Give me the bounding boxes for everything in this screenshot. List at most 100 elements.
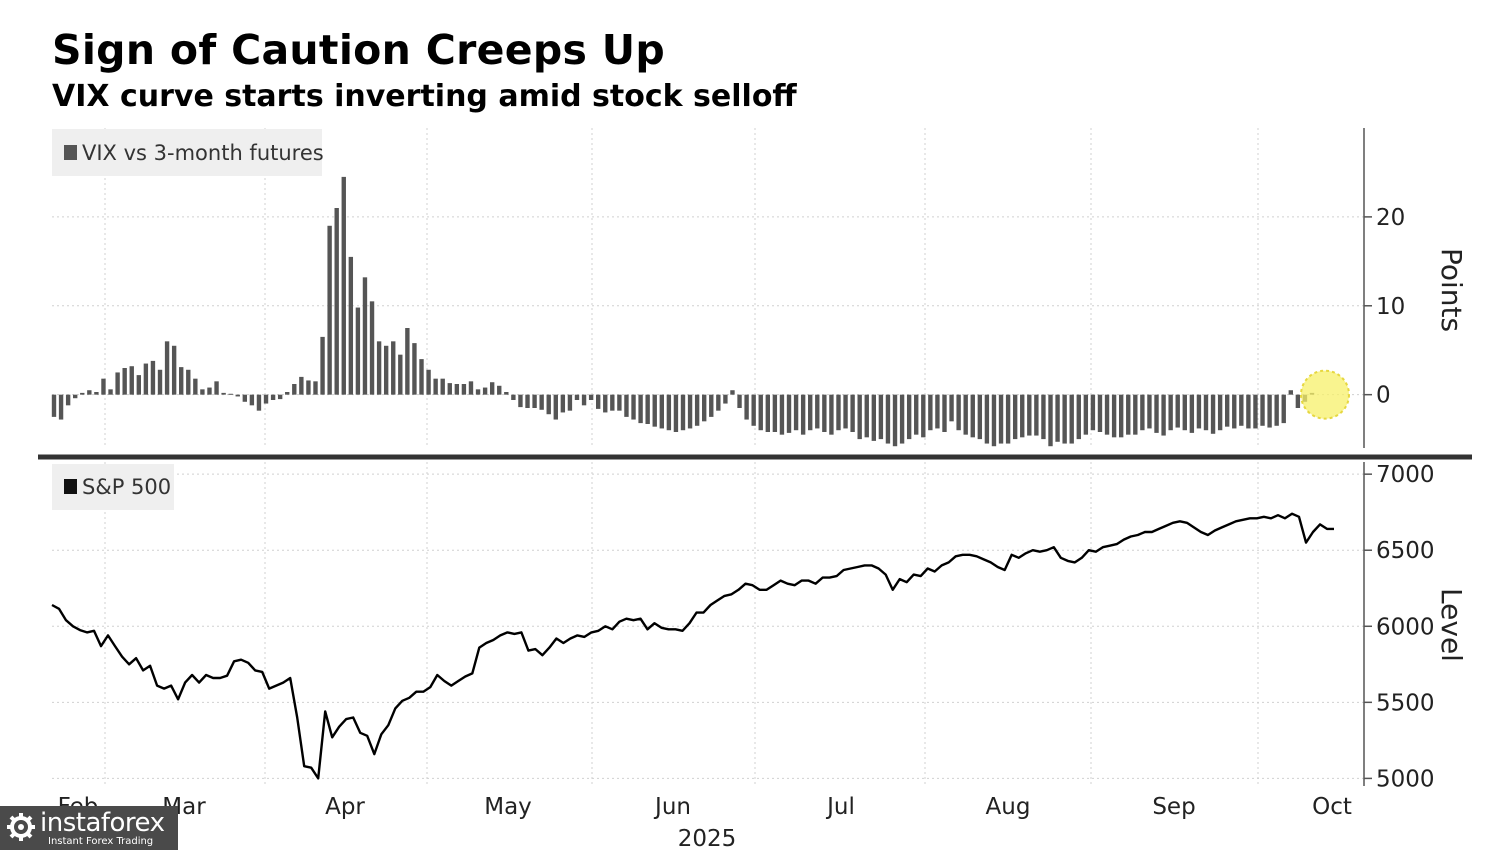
vix-bar xyxy=(249,394,255,406)
vix-bar xyxy=(454,384,460,395)
vix-legend-label: VIX vs 3-month futures xyxy=(82,141,324,165)
spx-legend-label: S&P 500 xyxy=(82,475,171,499)
vix-bar xyxy=(998,394,1004,444)
vix-bar xyxy=(419,359,424,395)
vix-bar xyxy=(447,383,452,395)
vix-bar xyxy=(1041,394,1046,440)
vix-bar xyxy=(1118,394,1124,438)
vix-bar xyxy=(574,394,580,400)
vix-bar xyxy=(157,369,163,395)
vix-bar xyxy=(956,394,961,431)
vix-bar xyxy=(857,394,862,440)
vix-bar xyxy=(603,394,608,413)
vix-bar xyxy=(1239,394,1244,426)
vix-bar xyxy=(179,367,184,395)
vix-bar xyxy=(723,394,728,404)
vix-bar xyxy=(765,394,770,432)
vix-bar xyxy=(398,354,403,395)
vix-bar xyxy=(369,301,375,395)
vix-bar xyxy=(518,394,523,408)
vix-bar xyxy=(588,394,594,400)
vix-bar xyxy=(666,394,672,431)
spx-y-axis-title: Level xyxy=(1435,588,1468,662)
vix-bar xyxy=(878,394,884,440)
vix-bar xyxy=(836,394,841,431)
vix-bar xyxy=(553,394,558,420)
vix-bar xyxy=(65,394,71,406)
spx-panel: S&P 500 5000 5500 6000 6500 7000 Level xyxy=(51,462,1468,792)
vix-bar xyxy=(207,387,212,395)
vix-bar xyxy=(645,394,650,424)
vix-bar xyxy=(200,389,205,395)
vix-bar xyxy=(921,394,926,438)
vix-bar xyxy=(1217,394,1223,431)
month-label-apr: Apr xyxy=(325,794,365,820)
vix-bar xyxy=(567,394,573,411)
vix-bar xyxy=(793,394,799,431)
vix-bar xyxy=(624,394,629,417)
vix-bar xyxy=(525,394,530,408)
vix-bar xyxy=(914,394,919,435)
vix-bar xyxy=(94,392,99,395)
vix-bar xyxy=(292,384,297,395)
vix-bar xyxy=(1147,394,1152,429)
vix-bar xyxy=(709,394,714,417)
vix-bar xyxy=(1295,394,1301,408)
vix-bar xyxy=(610,394,615,411)
vix-bar xyxy=(1288,390,1293,395)
vix-bar xyxy=(1097,394,1103,432)
vix-bar xyxy=(171,345,177,395)
vix-bar xyxy=(334,208,339,395)
vix-bar xyxy=(1182,394,1187,431)
vix-bar xyxy=(1133,394,1138,435)
vix-bar xyxy=(313,381,318,395)
vix-bar xyxy=(680,394,686,431)
spx-tick-label: 7000 xyxy=(1376,462,1435,488)
spx-grid xyxy=(52,462,1364,786)
vix-bar xyxy=(1005,394,1011,444)
vix-y-axis-title: Points xyxy=(1435,248,1468,332)
vix-panel: VIX vs 3-month futures 0 10 20 Points xyxy=(51,128,1468,448)
vix-bar xyxy=(1126,394,1131,435)
x-axis-year: 2025 xyxy=(678,826,737,850)
vix-bar xyxy=(504,392,509,395)
vix-bar xyxy=(122,368,127,395)
vix-bar xyxy=(186,369,191,395)
vix-bar xyxy=(150,360,156,395)
chart-subtitle: VIX curve starts inverting amid stock se… xyxy=(52,79,797,114)
vix-bar xyxy=(949,394,954,422)
vix-bar xyxy=(1012,394,1018,440)
vix-bar xyxy=(977,394,983,440)
vix-bar xyxy=(892,394,898,447)
vix-bar xyxy=(355,307,361,395)
vix-bar xyxy=(285,392,290,395)
vix-bar xyxy=(306,380,311,395)
vix-bar xyxy=(461,384,467,395)
vix-bar xyxy=(468,381,474,395)
vix-bar xyxy=(1246,394,1251,429)
vix-bar xyxy=(885,394,891,444)
highlight-circle xyxy=(1300,369,1350,420)
vix-bar xyxy=(899,394,905,444)
vix-bar xyxy=(1168,394,1173,431)
vix-bar xyxy=(1055,394,1060,442)
vix-bar xyxy=(426,369,431,395)
vix-bar xyxy=(58,394,64,420)
vix-bar xyxy=(786,394,792,433)
vix-bar xyxy=(383,345,389,395)
gear-icon xyxy=(7,813,35,841)
highlight-marker xyxy=(1300,369,1350,420)
vix-bar xyxy=(87,390,92,395)
vix-bar xyxy=(1104,394,1110,435)
vix-bar xyxy=(1253,394,1258,429)
vix-bar xyxy=(737,394,742,408)
vix-bar xyxy=(744,394,749,420)
vix-bar xyxy=(772,394,778,432)
vix-tick-label: 20 xyxy=(1376,205,1405,231)
month-label-may: May xyxy=(484,794,532,820)
vix-bar xyxy=(702,394,707,422)
vix-bar xyxy=(1111,394,1117,438)
vix-bar xyxy=(362,277,368,395)
month-label-jun: Jun xyxy=(653,794,691,820)
